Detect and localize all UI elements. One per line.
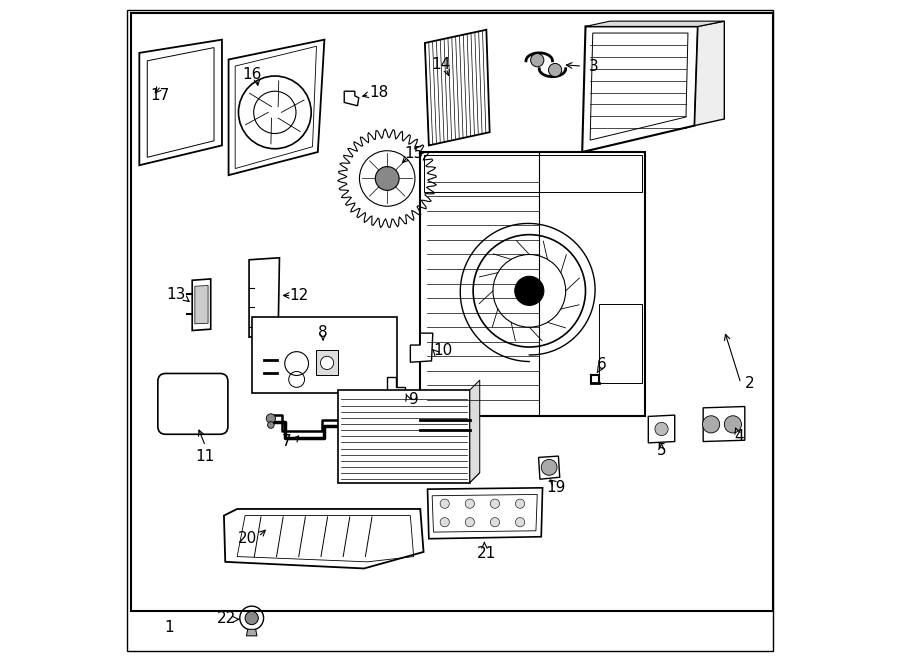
Polygon shape: [193, 279, 211, 330]
Polygon shape: [140, 40, 222, 165]
Circle shape: [491, 518, 500, 527]
Polygon shape: [249, 258, 280, 337]
Circle shape: [703, 416, 720, 433]
Text: 5: 5: [657, 444, 666, 458]
Polygon shape: [428, 488, 543, 539]
Circle shape: [541, 459, 557, 475]
Circle shape: [440, 499, 449, 508]
Text: 13: 13: [166, 287, 185, 301]
Text: 2: 2: [744, 376, 754, 391]
Text: 4: 4: [734, 429, 743, 444]
Polygon shape: [420, 152, 645, 416]
Polygon shape: [338, 473, 480, 483]
Circle shape: [548, 63, 562, 77]
Text: 6: 6: [598, 358, 607, 372]
Circle shape: [245, 611, 258, 625]
Polygon shape: [247, 629, 257, 636]
Text: 14: 14: [432, 57, 451, 71]
Circle shape: [516, 518, 525, 527]
Polygon shape: [703, 407, 745, 442]
Text: 21: 21: [477, 546, 496, 561]
Text: 11: 11: [196, 449, 215, 463]
Polygon shape: [538, 456, 560, 479]
Polygon shape: [224, 509, 424, 568]
Text: 9: 9: [409, 393, 419, 407]
Text: 16: 16: [242, 67, 261, 81]
Text: 22: 22: [217, 611, 236, 625]
Text: 7: 7: [282, 434, 291, 449]
Circle shape: [655, 422, 668, 436]
Polygon shape: [229, 40, 324, 175]
Polygon shape: [470, 380, 480, 483]
Circle shape: [266, 414, 275, 423]
Polygon shape: [317, 350, 338, 375]
Polygon shape: [410, 333, 433, 362]
Circle shape: [267, 422, 274, 428]
Polygon shape: [344, 91, 359, 106]
Polygon shape: [425, 30, 490, 145]
Text: 18: 18: [370, 85, 389, 100]
Text: 15: 15: [404, 146, 423, 161]
FancyBboxPatch shape: [158, 373, 228, 434]
Polygon shape: [387, 377, 405, 400]
Circle shape: [465, 499, 474, 508]
Circle shape: [440, 518, 449, 527]
Polygon shape: [252, 317, 397, 393]
Circle shape: [531, 54, 544, 67]
Text: 12: 12: [290, 288, 309, 303]
Text: 8: 8: [319, 325, 328, 340]
Circle shape: [515, 276, 544, 305]
Polygon shape: [338, 390, 470, 483]
Circle shape: [320, 356, 334, 369]
Text: 20: 20: [238, 531, 256, 546]
Text: 19: 19: [546, 480, 565, 494]
Polygon shape: [195, 286, 208, 324]
Polygon shape: [586, 21, 724, 26]
Circle shape: [491, 499, 500, 508]
Text: 10: 10: [434, 343, 453, 358]
Circle shape: [465, 518, 474, 527]
Polygon shape: [582, 26, 698, 152]
Circle shape: [516, 499, 525, 508]
Text: 17: 17: [150, 89, 170, 103]
Circle shape: [724, 416, 742, 433]
Polygon shape: [648, 415, 675, 443]
Polygon shape: [695, 21, 725, 126]
Text: 1: 1: [165, 621, 174, 635]
Text: 3: 3: [590, 59, 599, 73]
Circle shape: [375, 167, 399, 190]
